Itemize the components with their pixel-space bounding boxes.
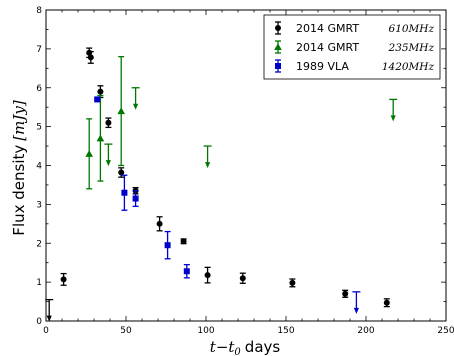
series-1 (85, 56, 398, 190)
y-tick-label: 5 (36, 123, 42, 133)
y-tick-label: 2 (36, 239, 42, 249)
data-point (239, 275, 246, 282)
upper-limit-arrow (390, 115, 396, 122)
data-point (60, 276, 67, 283)
data-point (96, 134, 105, 142)
y-tick-label: 4 (36, 162, 42, 172)
data-point (121, 189, 128, 196)
legend-label-2: 1989 VLA (296, 60, 349, 73)
x-tick-label: 200 (357, 326, 374, 336)
data-point (156, 220, 163, 227)
y-axis-label: Flux density[mJy] (10, 100, 28, 236)
x-tick-label: 250 (437, 326, 454, 336)
legend: 2014 GMRT 610MHz 2014 GMRT 235MHz 1989 VLA 14… (263, 14, 441, 80)
data-point (97, 88, 104, 95)
legend-label-1: 2014 GMRT (296, 41, 359, 54)
data-point (118, 169, 125, 176)
data-point (342, 290, 349, 297)
legend-box (263, 14, 441, 80)
data-point (117, 107, 125, 115)
y-tick-label: 0 (36, 317, 42, 327)
legend-marker (275, 25, 281, 31)
upper-limit-arrow (205, 162, 211, 169)
upper-limit-arrow (133, 103, 139, 110)
y-tick-label: 6 (36, 84, 42, 94)
plot-area (45, 47, 398, 322)
data-point (164, 242, 171, 249)
data-point (289, 279, 296, 286)
x-tick-label: 0 (43, 326, 49, 336)
data-point (183, 268, 190, 275)
legend-unit-0: 610MHz (389, 23, 435, 35)
x-axis-label: t−t0 days (210, 338, 281, 356)
legend-unit-1: 235MHz (388, 42, 435, 54)
x-tick-label: 100 (197, 326, 214, 336)
data-point (85, 150, 93, 157)
legend-marker (275, 63, 281, 69)
data-point (105, 119, 112, 126)
legend-label-0: 2014 GMRT (296, 22, 359, 35)
data-point (94, 96, 101, 103)
x-tick-label: 50 (120, 326, 132, 336)
series-2 (94, 96, 361, 314)
data-point (132, 195, 139, 202)
upper-limit-arrow (105, 160, 111, 167)
y-tick-label: 3 (36, 200, 42, 210)
upper-limit-arrow (353, 307, 359, 314)
data-point (383, 299, 390, 306)
y-tick-label: 7 (36, 45, 42, 55)
data-point (204, 272, 211, 279)
series-0 (45, 47, 390, 322)
y-tick-label: 8 (36, 6, 42, 16)
data-point (87, 54, 94, 61)
data-point (180, 238, 187, 245)
legend-marker (274, 43, 282, 51)
upper-limit-arrow (46, 315, 52, 322)
x-tick-label: 150 (277, 326, 294, 336)
y-tick-label: 1 (36, 278, 42, 288)
legend-unit-2: 1420MHz (382, 61, 435, 73)
